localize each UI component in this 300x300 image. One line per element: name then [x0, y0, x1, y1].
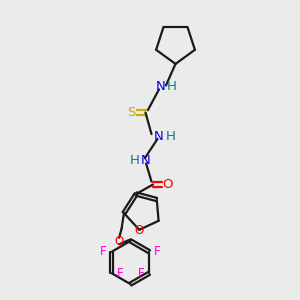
- Text: N: N: [154, 130, 164, 143]
- Text: O: O: [135, 224, 144, 237]
- Text: H: H: [167, 80, 177, 94]
- Text: H: H: [166, 130, 176, 143]
- Text: N: N: [156, 80, 165, 94]
- Text: F: F: [117, 267, 124, 280]
- Text: F: F: [137, 267, 144, 280]
- Text: F: F: [154, 245, 161, 258]
- Text: O: O: [162, 178, 173, 191]
- Text: S: S: [127, 106, 136, 119]
- Text: N: N: [141, 154, 151, 167]
- Text: F: F: [100, 245, 107, 258]
- Text: H: H: [130, 154, 140, 167]
- Text: O: O: [115, 235, 124, 248]
